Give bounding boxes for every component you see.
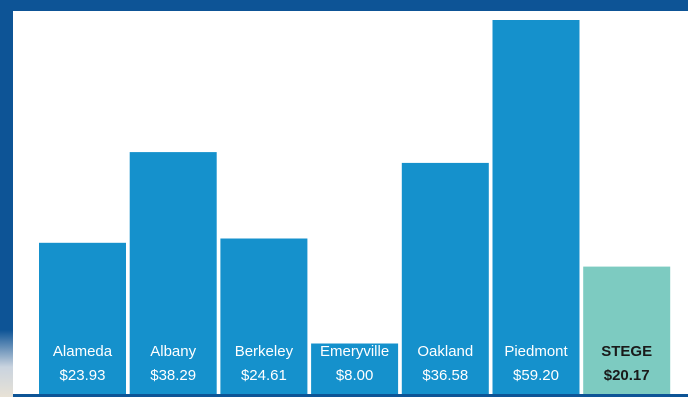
bar-alameda [39, 242, 126, 394]
category-label-oakland: Oakland [417, 343, 474, 360]
corner-decoration [0, 330, 13, 397]
value-label-alameda: $23.93 [59, 367, 106, 384]
bar-piedmont [492, 20, 580, 394]
bar-emeryville [311, 343, 399, 394]
bar-stege [583, 266, 671, 394]
value-label-oakland: $36.58 [422, 367, 469, 384]
bar-chart [39, 20, 671, 394]
value-label-stege: $20.17 [603, 367, 650, 384]
bar-oakland [401, 162, 489, 394]
value-label-berkeley: $24.61 [240, 367, 287, 384]
category-label-albany: Albany [150, 343, 197, 360]
bar-albany [129, 152, 217, 394]
category-label-piedmont: Piedmont [504, 343, 568, 360]
category-label-alameda: Alameda [52, 343, 113, 360]
value-label-albany: $38.29 [150, 367, 197, 384]
category-label-berkeley: Berkeley [234, 343, 294, 360]
chart-panel: Alameda $23.93 Albany $38.29 Berkeley $24.61 E… [13, 11, 688, 394]
category-label-stege: STEGE [601, 343, 653, 360]
value-label-piedmont: $59.20 [513, 367, 559, 384]
value-label-emeryville: $8.00 [335, 367, 374, 384]
bar-berkeley [220, 238, 308, 394]
category-label-emeryville: Emeryville [320, 343, 390, 360]
